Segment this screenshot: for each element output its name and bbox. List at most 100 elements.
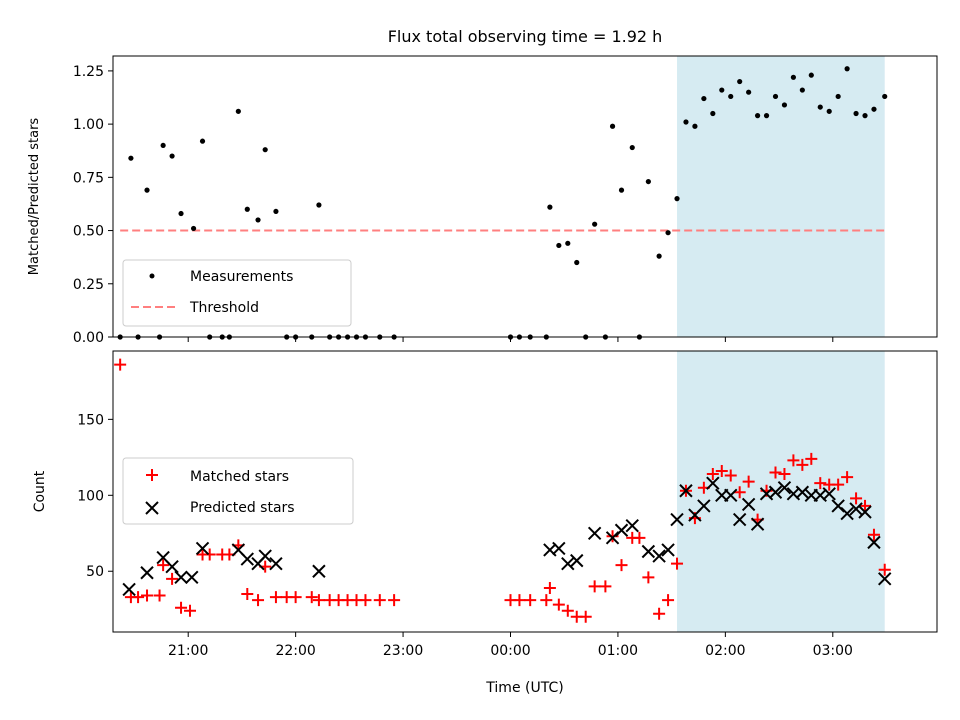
ratio-x-ticks xyxy=(187,337,834,342)
predicted-star-point xyxy=(174,570,188,585)
matched-star-point xyxy=(543,581,556,594)
predicted-star-point xyxy=(750,517,765,531)
count-axes-frame xyxy=(112,350,938,633)
matched-star-point xyxy=(524,594,537,607)
predicted-star-point xyxy=(240,552,254,566)
matched-star-point xyxy=(733,486,746,499)
matched-star-point xyxy=(388,594,401,607)
matched-star-point xyxy=(132,591,145,604)
legend-measurements-marker xyxy=(149,273,155,279)
matched-star-point xyxy=(561,604,574,617)
matched-star-point xyxy=(662,594,675,607)
measurement-point xyxy=(273,208,279,215)
predicted-star-point xyxy=(570,553,584,568)
legend-measurements-label: Measurements xyxy=(190,269,293,285)
measurement-point xyxy=(862,113,868,119)
measurement-point xyxy=(853,110,859,117)
matched-star-point xyxy=(599,580,612,593)
predicted-star-point xyxy=(258,549,272,563)
predicted-star-point xyxy=(867,535,881,550)
measurement-point xyxy=(763,113,770,119)
matched-star-point xyxy=(157,559,170,572)
measurement-point xyxy=(565,240,571,246)
matched-star-point xyxy=(183,604,196,617)
predicted-star-point xyxy=(732,512,747,527)
measurement-point xyxy=(746,89,752,95)
measurement-point xyxy=(719,87,725,93)
matched-star-point xyxy=(796,458,809,471)
matched-star-point xyxy=(841,471,854,484)
x-tick-label: 00:00 xyxy=(490,643,530,659)
legend-threshold-label: Threshold xyxy=(189,300,259,316)
matched-star-point xyxy=(373,594,386,607)
count-x-ticks: 21:00 22:00 23:00 00:00 01:00 02:00 03:00 xyxy=(168,632,853,659)
ratio-axes-frame xyxy=(112,55,938,338)
matched-star-point xyxy=(513,594,526,607)
matched-star-point xyxy=(742,475,755,488)
predicted-star-point xyxy=(312,564,326,578)
matched-star-point xyxy=(633,531,646,544)
count-panel: 50 100 150 21:00 22:00 23:00 00:00 01:00 02:00 0… xyxy=(32,350,938,696)
y-tick-label: 50 xyxy=(86,564,104,580)
matched-star-point xyxy=(878,563,891,576)
measurement-point xyxy=(609,123,616,129)
matched-star-point xyxy=(653,607,666,620)
legend-predicted-marker xyxy=(145,501,159,515)
predicted-star-point xyxy=(122,582,136,597)
measurement-point xyxy=(871,106,877,112)
matched-star-point xyxy=(706,468,719,481)
measurement-point xyxy=(592,221,598,227)
matched-star-point xyxy=(141,589,154,602)
measurement-point xyxy=(128,155,134,161)
measurement-point xyxy=(244,206,250,212)
measurement-point xyxy=(754,113,761,119)
predicted-star-point xyxy=(741,497,756,512)
measurement-point xyxy=(235,108,241,114)
predicted-star-point xyxy=(587,526,602,540)
matched-star-point xyxy=(252,594,265,607)
predicted-star-point xyxy=(858,505,872,519)
x-axis-label: Time (UTC) xyxy=(485,680,563,696)
measurement-point xyxy=(629,144,635,151)
predicted-star-point xyxy=(185,570,199,585)
ratio-y-ticks: 0.00 0.25 0.50 0.75 1.00 1.25 xyxy=(73,64,113,346)
legend-predicted-label: Predicted stars xyxy=(190,500,295,516)
y-tick-label: 0.00 xyxy=(73,330,104,346)
matched-star-point xyxy=(540,594,553,607)
measurement-point xyxy=(772,93,779,100)
y-tick-label: 0.50 xyxy=(73,224,104,240)
measurement-point xyxy=(799,87,805,93)
matched-star-point xyxy=(724,469,737,482)
predicted-star-point xyxy=(878,572,892,586)
ratio-legend-box xyxy=(122,259,352,327)
predicted-star-point xyxy=(661,543,675,557)
matched-star-point xyxy=(859,499,872,512)
measurement-point xyxy=(316,202,322,208)
x-tick-label: 21:00 xyxy=(168,643,208,659)
matched-star-point xyxy=(241,588,254,601)
matched-star-point xyxy=(832,478,845,491)
measurement-point xyxy=(144,187,150,193)
measurement-point xyxy=(808,72,814,78)
matched-star-point xyxy=(203,548,216,561)
chart-title: Flux total observing time = 1.92 h xyxy=(388,27,663,46)
measurement-point xyxy=(547,204,553,210)
measurement-point xyxy=(710,110,716,117)
matched-star-point xyxy=(579,610,592,623)
measurement-point xyxy=(701,95,707,102)
predicted-stars-points xyxy=(122,476,892,597)
measurement-point xyxy=(835,93,841,100)
matched-star-point xyxy=(552,598,565,611)
matched-star-point xyxy=(312,594,325,607)
measurement-point xyxy=(790,74,796,80)
x-tick-label: 01:00 xyxy=(598,643,638,659)
matched-star-point xyxy=(615,559,628,572)
legend-matched-marker xyxy=(146,469,158,481)
matched-star-point xyxy=(769,466,782,479)
matched-star-point xyxy=(850,492,863,505)
matched-star-point xyxy=(175,601,188,614)
matched-star-point xyxy=(269,591,282,604)
x-tick-label: 23:00 xyxy=(383,643,423,659)
predicted-star-point xyxy=(195,541,210,556)
matched-stars-points xyxy=(114,358,891,623)
